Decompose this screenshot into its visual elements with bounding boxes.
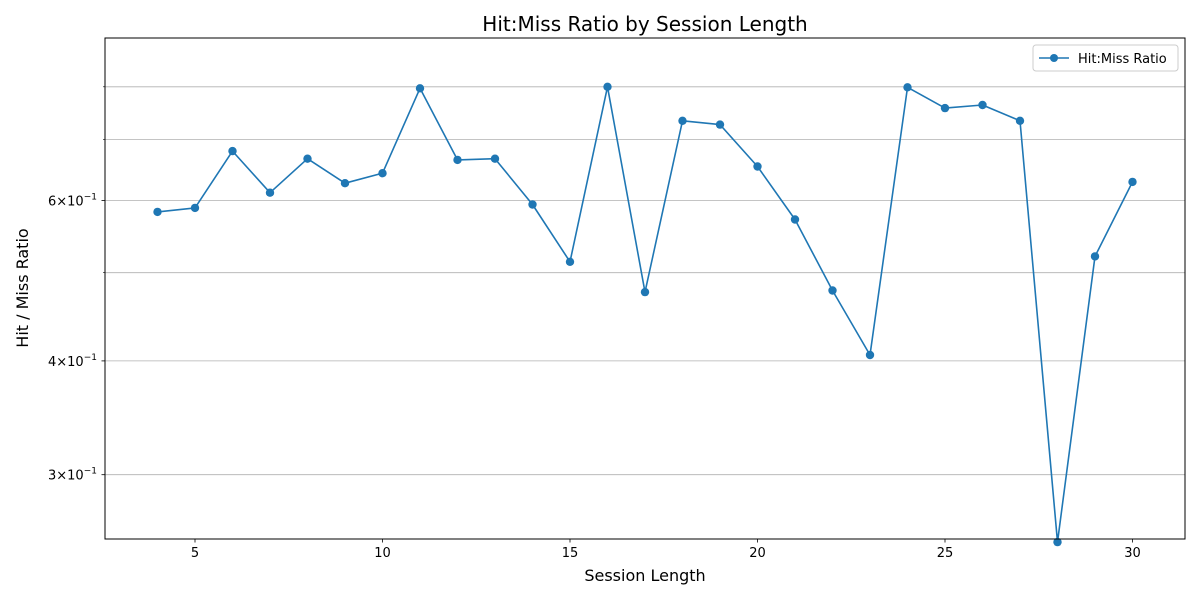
- plot-frame: [104, 37, 1186, 540]
- x-axis-label: Session Length: [584, 566, 705, 585]
- data-point: [940, 103, 950, 113]
- y-axis: 3×10−1 4×10−1 6×10−1: [48, 86, 105, 484]
- data-point: [1053, 537, 1062, 547]
- data-point: [490, 154, 500, 163]
- data-point: [453, 155, 462, 165]
- data-point: [790, 215, 800, 224]
- data-point: [715, 120, 725, 129]
- y-tick-label: 6×10−1: [48, 193, 97, 210]
- grid-layer: [105, 86, 1185, 476]
- data-point: [865, 350, 875, 360]
- legend-marker-swatch: [1050, 54, 1058, 62]
- series-layer: [153, 82, 1137, 547]
- data-point: [153, 207, 162, 217]
- legend: Hit:Miss Ratio: [1032, 44, 1179, 72]
- x-tick-label: 30: [1124, 546, 1141, 561]
- data-point: [565, 257, 575, 266]
- data-point: [978, 100, 987, 110]
- legend-box: [1032, 44, 1179, 72]
- data-point: [640, 287, 650, 297]
- y-tick-label: 3×10−1: [48, 467, 97, 484]
- data-point: [903, 83, 912, 92]
- y-tick-label: 4×10−1: [48, 353, 97, 370]
- data-point: [340, 179, 350, 188]
- x-tick-label: 10: [374, 546, 391, 561]
- data-point: [528, 200, 537, 209]
- data-point: [828, 286, 837, 295]
- data-point: [190, 203, 200, 213]
- y-axis-label: Hit / Miss Ratio: [13, 228, 32, 347]
- data-point: [265, 188, 275, 197]
- data-point: [603, 82, 612, 92]
- legend-label: Hit:Miss Ratio: [1078, 52, 1167, 67]
- x-tick-label: 15: [562, 546, 579, 561]
- data-point: [378, 169, 387, 178]
- x-tick-label: 25: [937, 546, 954, 561]
- data-point: [415, 84, 425, 93]
- data-point: [228, 146, 237, 156]
- x-tick-label: 20: [749, 546, 766, 561]
- data-point: [1090, 252, 1100, 261]
- data-point: [1015, 116, 1025, 126]
- data-point: [303, 154, 312, 163]
- data-point: [678, 116, 687, 126]
- chart-title: Hit:Miss Ratio by Session Length: [482, 12, 807, 36]
- data-point: [1128, 177, 1137, 187]
- x-tick-label: 5: [191, 546, 199, 561]
- x-axis: 5 10 15 20 25 30: [191, 539, 1141, 561]
- data-point: [753, 162, 762, 171]
